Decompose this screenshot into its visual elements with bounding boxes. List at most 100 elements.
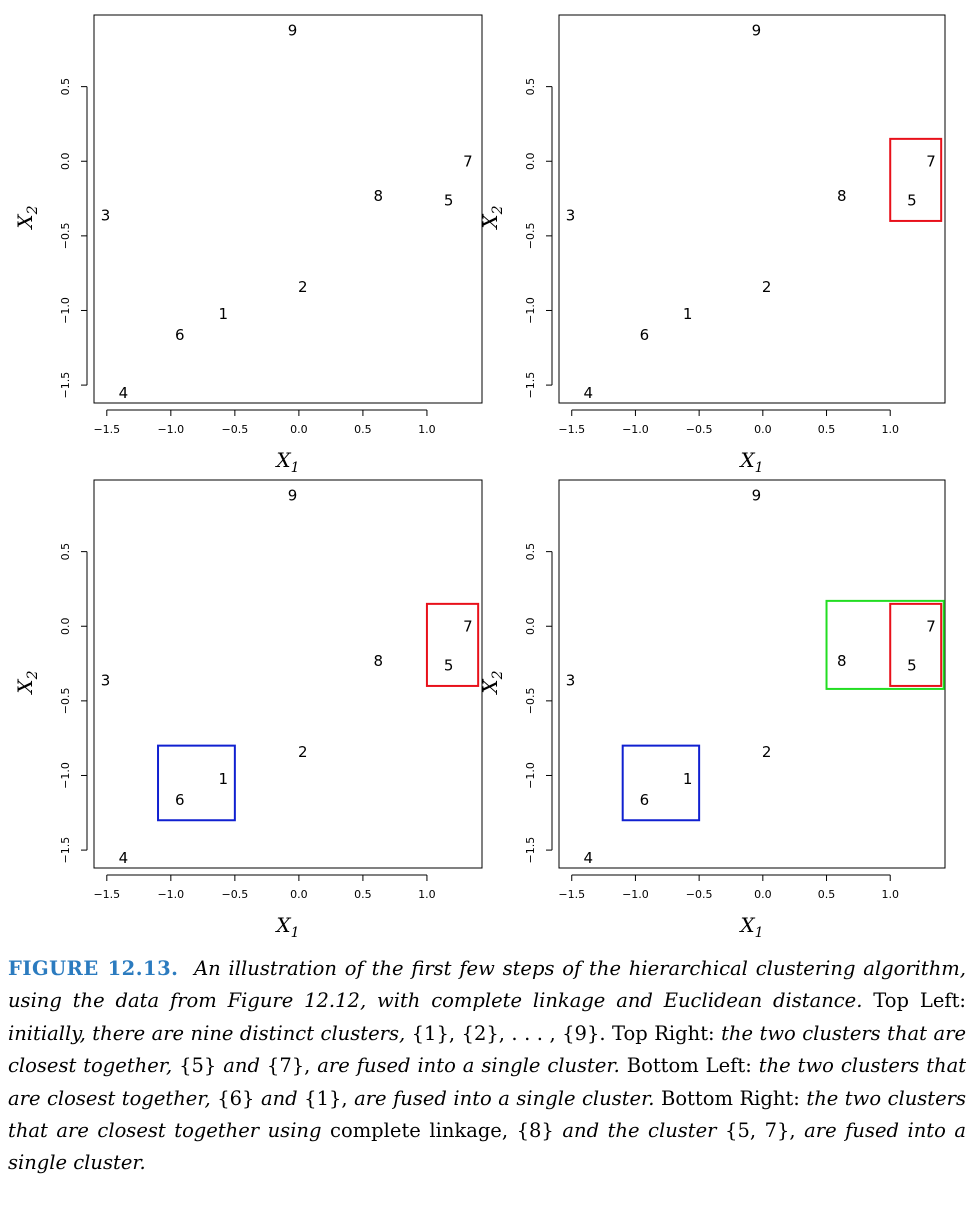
y-tick-label: −1.0 (524, 762, 537, 789)
x-axis-title: X1 (274, 913, 299, 940)
y-axis-title: X2 (478, 205, 506, 230)
point-label-6: 6 (640, 791, 650, 809)
point-label-6: 6 (175, 791, 185, 809)
x-tick-label: −0.5 (221, 888, 248, 901)
y-tick-label: 0.5 (524, 78, 537, 96)
x-tick-label: −0.5 (221, 423, 248, 436)
y-tick-label: −1.5 (59, 837, 72, 864)
caption-top-right-label: Top Right: (612, 1021, 715, 1045)
y-axis-title: X2 (478, 670, 506, 695)
figure-label: FIGURE 12.13. (8, 957, 179, 980)
point-label-4: 4 (584, 384, 594, 402)
point-label-3: 3 (566, 206, 576, 224)
x-tick-label: 1.0 (881, 423, 899, 436)
point-label-3: 3 (566, 671, 576, 689)
caption-and-1: and (223, 1054, 260, 1078)
caption-set-7: {7}, (266, 1054, 311, 1078)
cluster-box-6-1 (621, 744, 701, 822)
panel-bottom-right: −1.5 −1.0 −0.5 0.0 0.5 1.0 −1.5 −1.0 −0.5 0.0 0.5 X… (478, 479, 946, 940)
caption-bottom-right-text-b: and the cluster (562, 1119, 717, 1143)
y-tick-label: −1.0 (59, 762, 72, 789)
x-tick-label: −1.5 (93, 423, 120, 436)
x-tick-label: 0.5 (354, 423, 372, 436)
plot-frame (558, 479, 946, 869)
caption-top-right-text-b: are fused into a single cluster. (317, 1054, 620, 1078)
cluster-box-8-5-7 (825, 599, 945, 690)
point-label-2: 2 (762, 743, 772, 761)
x-tick-label: 0.0 (754, 888, 772, 901)
point-label-2: 2 (298, 743, 308, 761)
cluster-box-5-7 (889, 137, 943, 222)
panel-top-left: −1.5 −1.0 −0.5 0.0 0.5 1.0 −1.5 −1.0 −0.5 0.0 0.5 X… (13, 14, 483, 476)
panel-bottom-left: −1.5 −1.0 −0.5 0.0 0.5 1.0 −1.5 −1.0 −0.5 0.0 0.5 X… (13, 479, 483, 940)
caption-bottom-right-text-c: are fused into a single cluster. (8, 1119, 967, 1175)
y-tick-label: −0.5 (59, 688, 72, 715)
y-tick-label: −1.5 (59, 372, 72, 399)
point-label-9: 9 (288, 486, 298, 504)
y-tick-label: −0.5 (524, 223, 537, 250)
caption-set-1: {1}, (304, 1086, 348, 1110)
x-tick-label: −1.5 (558, 423, 585, 436)
caption-linkage: complete linkage, (330, 1119, 509, 1143)
x-tick-label: −0.5 (686, 888, 713, 901)
plot-frame (558, 14, 946, 404)
caption-top-right-text-a: the two clusters that are closest togeth… (8, 1021, 966, 1078)
y-tick-label: −1.0 (524, 297, 537, 324)
x-tick-label: 0.0 (290, 888, 308, 901)
cluster-box-5-7 (425, 602, 480, 687)
y-tick-label: 0.5 (59, 543, 72, 561)
plot-frame (93, 14, 483, 404)
point-label-1: 1 (683, 770, 693, 788)
caption-intro: An illustration of the first few steps o… (8, 957, 966, 1013)
x-tick-label: 0.5 (818, 423, 836, 436)
point-label-5: 5 (907, 192, 917, 210)
caption-top-left-text: initially, there are nine distinct clust… (8, 1021, 406, 1045)
x-tick-label: −1.5 (558, 888, 585, 901)
cluster-box-5-7 (889, 602, 943, 687)
point-label-1: 1 (219, 770, 229, 788)
point-label-9: 9 (288, 21, 298, 39)
y-axis-title: X2 (13, 205, 41, 230)
cluster-box-6-1 (157, 744, 236, 822)
x-tick-label: −1.0 (622, 423, 649, 436)
point-label-4: 4 (119, 849, 129, 867)
caption-and-2: and (260, 1086, 298, 1110)
point-label-4: 4 (119, 384, 129, 402)
point-label-6: 6 (640, 326, 650, 344)
x-tick-label: −0.5 (686, 423, 713, 436)
point-label-7: 7 (463, 618, 473, 636)
point-label-5: 5 (444, 657, 454, 675)
point-label-9: 9 (752, 21, 762, 39)
point-label-1: 1 (219, 305, 229, 323)
point-label-4: 4 (584, 849, 594, 867)
point-label-7: 7 (926, 153, 936, 171)
x-tick-label: 1.0 (418, 423, 436, 436)
x-axis-title: X1 (274, 448, 299, 476)
x-tick-label: 0.5 (818, 888, 836, 901)
caption-top-left-sets: {1}, {2}, . . . , {9}. (411, 1021, 606, 1045)
caption-set-8: {8} (516, 1119, 554, 1143)
point-label-5: 5 (907, 657, 917, 675)
y-tick-label: 0.5 (59, 78, 72, 96)
x-tick-label: 0.5 (354, 888, 372, 901)
x-axis-title: X1 (738, 448, 763, 476)
figure-panels: −1.5 −1.0 −0.5 0.0 0.5 1.0 −1.5 −1.0 −0.5 0.0 0.5 X… (13, 14, 946, 940)
point-label-8: 8 (837, 652, 847, 670)
point-label-5: 5 (444, 192, 454, 210)
point-label-8: 8 (374, 652, 384, 670)
y-tick-label: −1.5 (524, 372, 537, 399)
x-tick-label: −1.0 (157, 423, 184, 436)
caption-bottom-left-label: Bottom Left: (626, 1054, 752, 1078)
y-tick-label: 0.0 (524, 617, 537, 635)
x-tick-label: 0.0 (290, 423, 308, 436)
figure-caption: FIGURE 12.13. An illustration of the fir… (8, 953, 966, 1180)
point-label-7: 7 (926, 618, 936, 636)
y-axis-title: X2 (13, 670, 41, 695)
plot-frame (93, 479, 483, 869)
y-tick-label: 0.0 (59, 617, 72, 635)
point-label-8: 8 (374, 187, 384, 205)
caption-bottom-left-text-a: the two clusters that are closest togeth… (8, 1054, 967, 1110)
y-tick-label: −0.5 (59, 223, 72, 250)
point-label-3: 3 (101, 671, 111, 689)
caption-top-left-label: Top Left: (873, 989, 966, 1013)
